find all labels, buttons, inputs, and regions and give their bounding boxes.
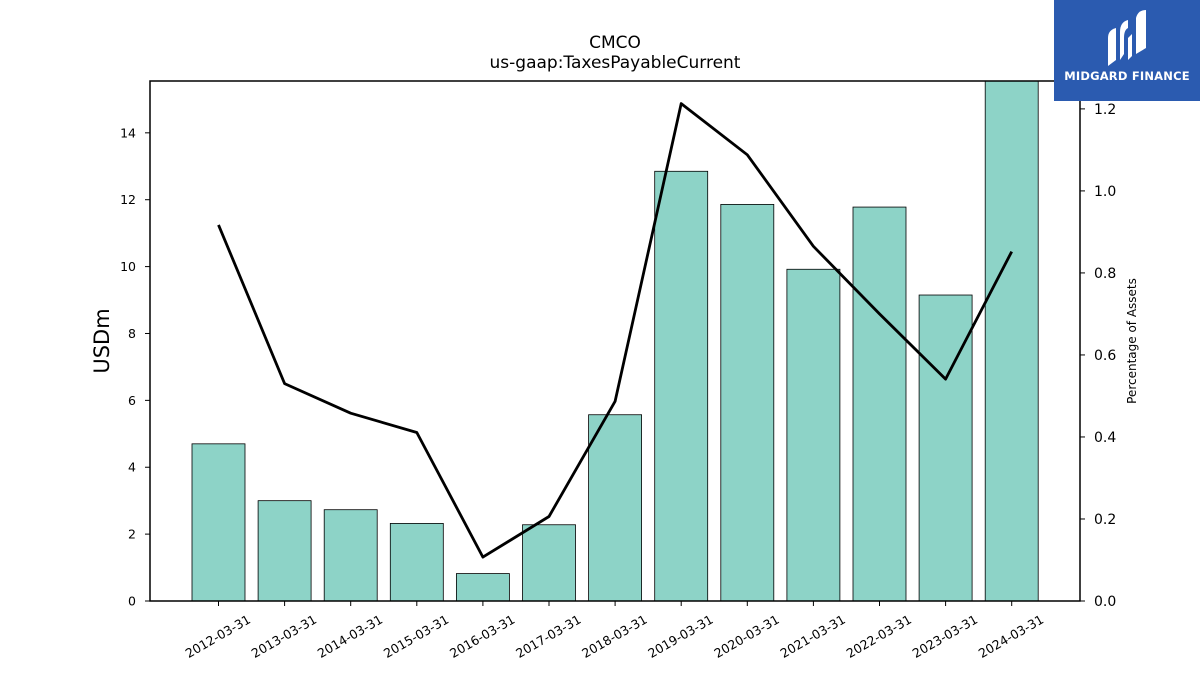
line-series	[217, 102, 1013, 559]
y-tick-label: 12	[120, 192, 136, 207]
bar	[389, 523, 444, 602]
y2-axis-label: Percentage of Assets	[1125, 278, 1139, 404]
y-tick-label: 2	[128, 527, 136, 542]
y-axis-left: 0 2 4 6 8 10 12 14	[120, 125, 150, 609]
bar	[654, 170, 709, 602]
x-tick-label: 2012-03-31	[183, 612, 253, 661]
chart-subtitle: us-gaap:TaxesPayableCurrent	[490, 53, 741, 73]
x-tick-label: 2017-03-31	[513, 612, 583, 661]
bar	[984, 80, 1039, 602]
bar	[522, 524, 576, 602]
y2-tick-label: 0.6	[1094, 348, 1116, 364]
y2-tick-label: 0.4	[1094, 430, 1116, 446]
y-tick-label: 4	[128, 460, 136, 475]
x-tick-label: 2015-03-31	[381, 612, 451, 661]
y-tick-label: 6	[128, 393, 136, 408]
y-tick-label: 0	[128, 594, 136, 609]
series-line	[217, 102, 1013, 559]
bar	[257, 500, 312, 602]
x-axis: 2012-03-312013-03-312014-03-312015-03-31…	[183, 601, 1046, 661]
brand-name: MIDGARD FINANCE	[1064, 69, 1190, 83]
bar	[455, 573, 510, 602]
bar	[588, 414, 642, 602]
y2-tick-label: 1.2	[1094, 102, 1116, 118]
chart-title: CMCO	[589, 33, 641, 53]
y-axis-right: 0.0 0.2 0.4 0.6 0.8 1.0 1.2	[1080, 102, 1116, 610]
x-tick-label: 2019-03-31	[645, 612, 715, 661]
midgard-logo-icon	[1108, 10, 1146, 66]
y-tick-label: 10	[120, 259, 136, 274]
bar	[786, 268, 841, 602]
y2-tick-label: 0.0	[1094, 594, 1116, 610]
x-tick-label: 2018-03-31	[579, 612, 649, 661]
bar	[323, 509, 378, 602]
y-tick-label: 8	[128, 326, 136, 341]
bar	[852, 206, 907, 602]
x-tick-label: 2013-03-31	[249, 612, 319, 661]
x-tick-label: 2021-03-31	[777, 612, 847, 661]
y2-tick-label: 0.2	[1094, 512, 1116, 528]
x-tick-label: 2024-03-31	[976, 612, 1046, 661]
x-tick-label: 2014-03-31	[315, 612, 385, 661]
y2-tick-label: 1.0	[1094, 184, 1116, 200]
y-tick-label: 14	[120, 125, 136, 140]
bar-series	[191, 80, 1039, 602]
brand-logo: MIDGARD FINANCE	[1054, 0, 1200, 101]
bar	[191, 443, 246, 602]
x-tick-label: 2023-03-31	[910, 612, 980, 661]
x-tick-label: 2020-03-31	[711, 612, 781, 661]
x-tick-label: 2016-03-31	[447, 612, 517, 661]
x-tick-label: 2022-03-31	[844, 612, 914, 661]
y2-tick-label: 0.8	[1094, 266, 1116, 282]
bar	[720, 203, 775, 602]
y-axis-label: USDm	[90, 308, 114, 373]
